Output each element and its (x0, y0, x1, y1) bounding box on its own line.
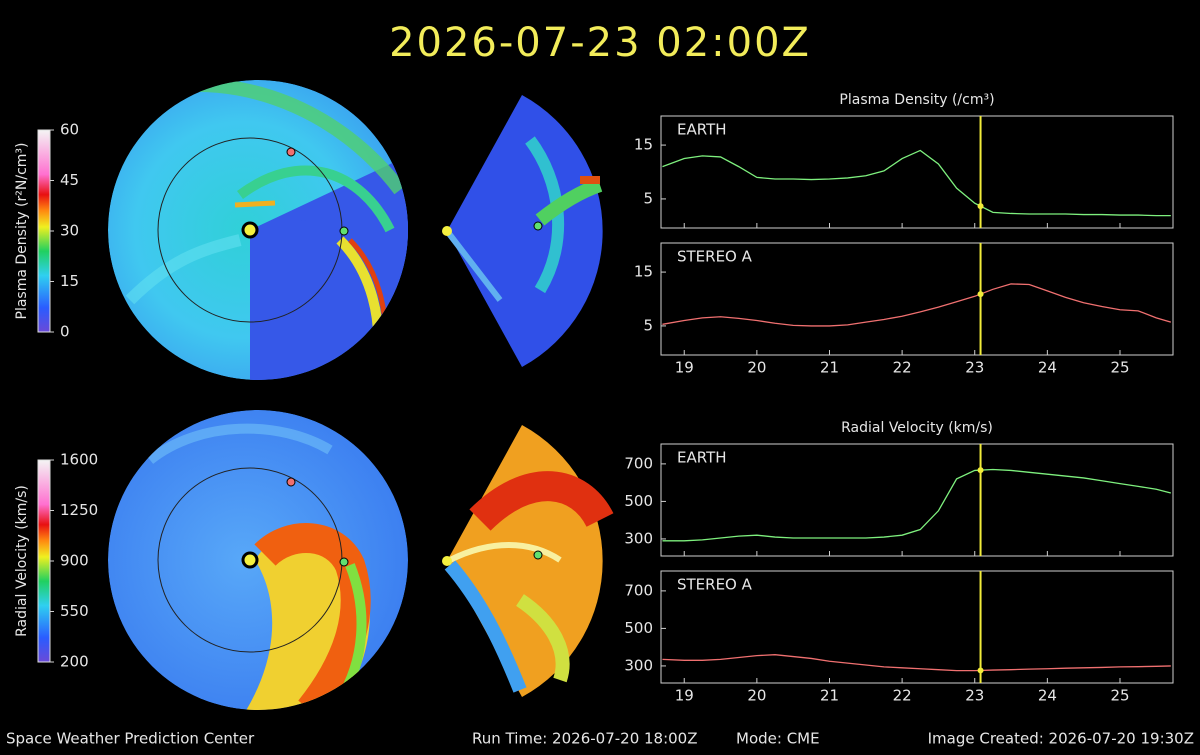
run-time: Run Time: 2026-07-20 18:00Z (472, 730, 698, 748)
x-tick-label: 21 (820, 359, 839, 377)
x-tick-label: 20 (747, 359, 766, 377)
velocity-wedge (444, 425, 614, 697)
chart-title: Plasma Density (/cm³) (839, 92, 994, 108)
y-tick-label: 700 (624, 454, 653, 472)
page-title: 2026-07-23 02:00Z (389, 20, 811, 66)
panel-name: STEREO A (677, 248, 753, 266)
x-tick-label: 25 (1110, 687, 1129, 705)
sun (241, 551, 259, 569)
x-tick-label: 23 (965, 687, 984, 705)
current-time-dot (977, 203, 984, 210)
panel-name: EARTH (677, 121, 727, 139)
x-tick-label: 19 (675, 359, 694, 377)
y-tick-label: 5 (643, 316, 653, 334)
colorbar-label: Plasma Density (r²N/cm³) (14, 143, 30, 320)
x-tick-label: 20 (747, 687, 766, 705)
colorbar-tick-label: 1600 (60, 451, 98, 469)
colorbar (37, 129, 51, 333)
colorbar-tick-label: 15 (60, 272, 79, 290)
y-tick-label: 500 (624, 492, 653, 510)
data-line (662, 468, 1171, 542)
y-tick-label: 700 (624, 581, 653, 599)
y-tick-label: 300 (624, 529, 653, 547)
colorbar-tick-label: 30 (60, 222, 79, 240)
current-time-dot (977, 667, 984, 674)
x-tick-label: 25 (1110, 359, 1129, 377)
colorbar-tick-label: 1250 (60, 501, 98, 519)
mode: Mode: CME (736, 730, 820, 748)
footer-right: Image Created: 2026-07-20 19:30Z (928, 730, 1194, 748)
plot-frame (660, 570, 1174, 684)
sun (442, 226, 452, 236)
earth-marker (339, 226, 349, 236)
y-tick-label: 5 (643, 189, 653, 207)
plot-frame (660, 242, 1174, 356)
x-tick-label: 19 (675, 687, 694, 705)
colorbar (37, 459, 51, 663)
y-tick-label: 15 (634, 263, 653, 281)
plot-frame (660, 443, 1174, 557)
earth-marker (533, 550, 543, 560)
current-time-dot (977, 467, 984, 474)
earth-marker (533, 221, 543, 231)
current-time-dot (977, 291, 984, 298)
colorbar-tick-label: 550 (60, 602, 89, 620)
plot-frame (660, 115, 1174, 229)
sun (241, 221, 259, 239)
x-tick-label: 24 (1038, 359, 1057, 377)
earth-marker (339, 557, 349, 567)
colorbar-tick-label: 200 (60, 653, 89, 671)
stereo-a-marker (286, 477, 296, 487)
footer-left: Space Weather Prediction Center (6, 730, 255, 748)
x-tick-label: 22 (893, 359, 912, 377)
x-tick-label: 22 (893, 687, 912, 705)
colorbar-tick-label: 45 (60, 171, 79, 189)
velocity-disk (108, 410, 408, 710)
data-line (662, 283, 1172, 327)
x-tick-label: 23 (965, 359, 984, 377)
panel-name: EARTH (677, 449, 727, 467)
y-tick-label: 500 (624, 619, 653, 637)
sun (442, 556, 452, 566)
stereo-a-marker (286, 147, 296, 157)
colorbar-tick-label: 900 (60, 552, 89, 570)
density-wedge (444, 95, 603, 367)
x-tick-label: 24 (1038, 687, 1057, 705)
x-tick-label: 21 (820, 687, 839, 705)
data-line (662, 654, 1171, 672)
colorbar-tick-label: 0 (60, 323, 70, 341)
colorbar-tick-label: 60 (60, 121, 79, 139)
colorbar-label: Radial Velocity (km/s) (14, 485, 30, 637)
y-tick-label: 15 (634, 136, 653, 154)
chart-title: Radial Velocity (km/s) (841, 420, 993, 436)
density-disk (108, 80, 408, 380)
panel-name: STEREO A (677, 576, 753, 594)
y-tick-label: 300 (624, 656, 653, 674)
data-line (662, 149, 1171, 217)
